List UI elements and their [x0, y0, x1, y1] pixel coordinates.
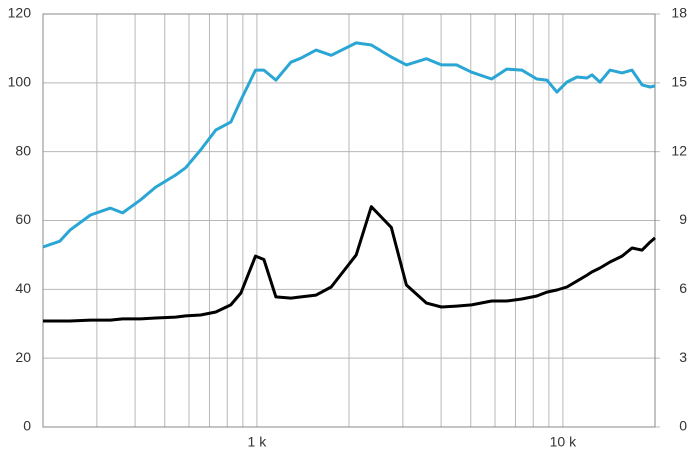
y-tick-label: 100	[8, 74, 32, 90]
y2-tick-label: 15	[671, 74, 687, 90]
y2-tick-label: 12	[671, 142, 687, 158]
y-tick-label: 80	[15, 142, 31, 158]
y-tick-label: 40	[15, 280, 31, 296]
plot-frame	[42, 13, 656, 428]
y2-tick-label: 18	[671, 5, 687, 21]
y2-tick-label: 9	[679, 211, 687, 227]
y-tick-label: 0	[23, 418, 31, 434]
y-tick-label: 60	[15, 211, 31, 227]
y-tick-label: 20	[15, 349, 31, 365]
x-tick-label: 10 k	[550, 434, 577, 450]
series-line	[43, 205, 656, 323]
y2-tick-label: 3	[679, 349, 687, 365]
y-tick-label: 120	[8, 5, 32, 21]
y2-tick-label: 6	[679, 280, 687, 296]
series-line	[42, 41, 656, 249]
x-tick-label: 1 k	[248, 434, 268, 450]
y2-tick-label: 0	[679, 418, 687, 434]
